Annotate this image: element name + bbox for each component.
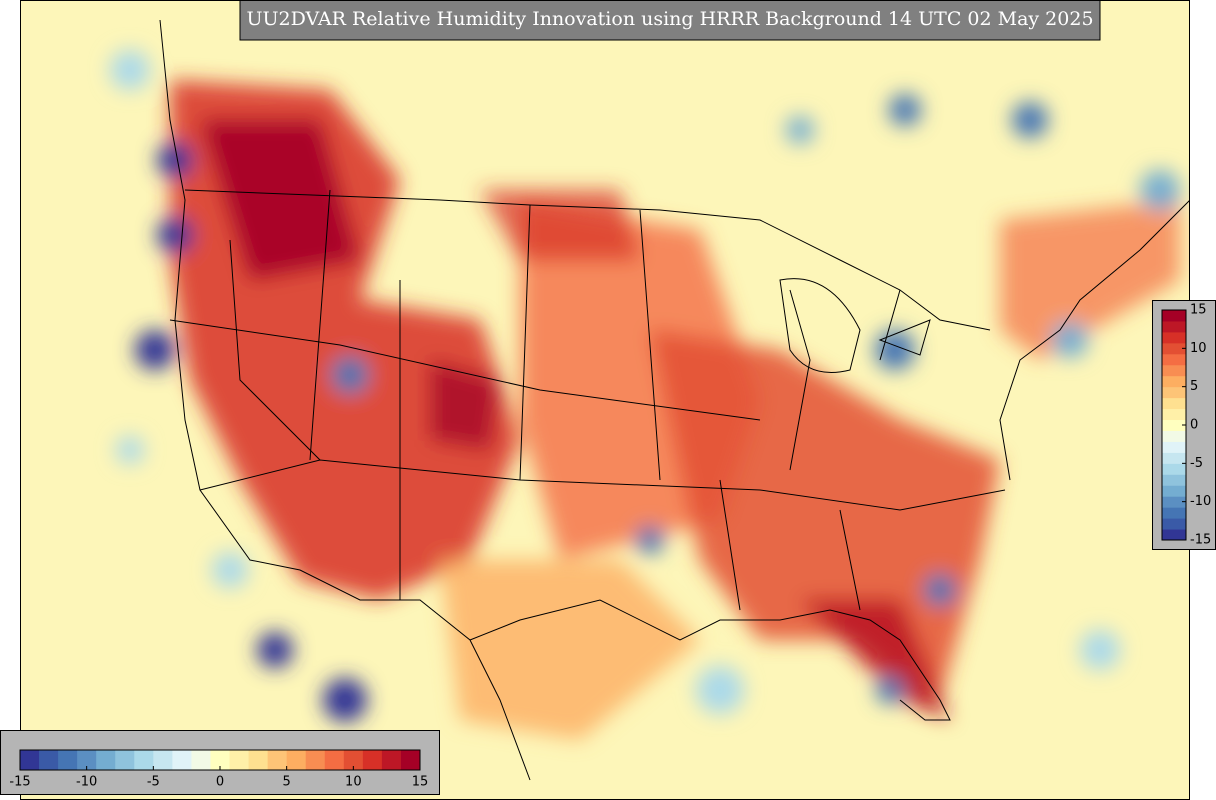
colorbar-swatch	[1162, 518, 1186, 530]
colorbar-tick-label: 15	[1190, 303, 1207, 318]
colorbar-swatch	[1162, 485, 1186, 497]
colorbar-swatch	[362, 750, 383, 770]
colorbar-swatch	[1162, 342, 1186, 355]
colorbar-tick-label: 0	[216, 775, 224, 790]
colorbar-swatch	[1162, 386, 1186, 399]
colorbar-swatch	[77, 750, 97, 770]
colorbar-swatch	[96, 750, 116, 770]
colorbar-swatch	[1162, 320, 1186, 333]
innovation-field	[110, 50, 1180, 740]
colorbar-swatch	[1162, 375, 1186, 388]
title-box	[239, 0, 1101, 41]
colorbar-swatch	[286, 750, 307, 770]
colorbar-swatch	[20, 750, 40, 770]
colorbar-tick-label: -5	[1190, 456, 1203, 471]
colorbar-swatch	[381, 750, 402, 770]
colorbar-swatch	[1162, 353, 1186, 366]
colorbar-swatch	[134, 750, 154, 770]
colorbar-swatch	[1162, 397, 1186, 410]
colorbar-swatch	[1162, 430, 1186, 442]
colorbar-swatch	[1162, 364, 1186, 377]
boundaries	[159, 19, 1190, 781]
colorbar-tick-label: 10	[1190, 341, 1207, 356]
colorbar-swatch	[267, 750, 288, 770]
colorbar-tick-label: 5	[283, 775, 291, 790]
colorbar-swatch	[58, 750, 78, 770]
colorbar-swatch	[324, 750, 345, 770]
colorbar-tick-label: -15	[1190, 533, 1211, 548]
colorbar-swatch	[1162, 474, 1186, 486]
colorbar-swatch	[1162, 310, 1186, 322]
colorbar-swatch	[1162, 441, 1186, 453]
colorbar-swatch	[1162, 408, 1186, 421]
colorbar-swatch	[191, 750, 211, 770]
colorbar-tick-label: -10	[1190, 494, 1211, 509]
colorbar-swatch	[1162, 507, 1186, 519]
colorbar-swatch	[400, 750, 421, 770]
colorbar-swatch	[1162, 463, 1186, 475]
colorbar-swatch	[1162, 331, 1186, 344]
colorbar-tick-label: -5	[147, 775, 160, 790]
colorbar-tick-label: 10	[345, 775, 362, 790]
colorbar-swatch	[172, 750, 192, 770]
colorbar-swatch	[210, 750, 231, 770]
colorbar-tick-label: -10	[76, 775, 97, 790]
colorbar-swatch	[1162, 452, 1186, 464]
colorbar-swatch	[343, 750, 364, 770]
colorbar-swatch	[305, 750, 326, 770]
colorbar-tick-label: 15	[412, 775, 429, 790]
map-area: UU2DVAR Relative Humidity Innovation usi…	[20, 0, 1190, 800]
colorbar-swatch	[153, 750, 173, 770]
colorbar-swatch	[248, 750, 269, 770]
colorbar-swatch	[1162, 496, 1186, 508]
map-title: UU2DVAR Relative Humidity Innovation usi…	[246, 8, 1093, 30]
horizontal-colorbar: -15 -10 -5 0 5 10 15	[9, 749, 429, 790]
colorbar-tick-label: 5	[1190, 379, 1198, 394]
colorbar-swatch	[229, 750, 250, 770]
vertical-colorbar: 15 10 5 0 -5 -10 -15	[1161, 303, 1211, 548]
colorbar-tick-label: -15	[9, 775, 30, 790]
colorbar-swatch	[1162, 529, 1186, 541]
colorbar-swatch	[39, 750, 59, 770]
colorbar-tick-label: 0	[1190, 418, 1198, 433]
colorbar-swatch	[1162, 419, 1186, 431]
colorbar-swatch	[115, 750, 135, 770]
